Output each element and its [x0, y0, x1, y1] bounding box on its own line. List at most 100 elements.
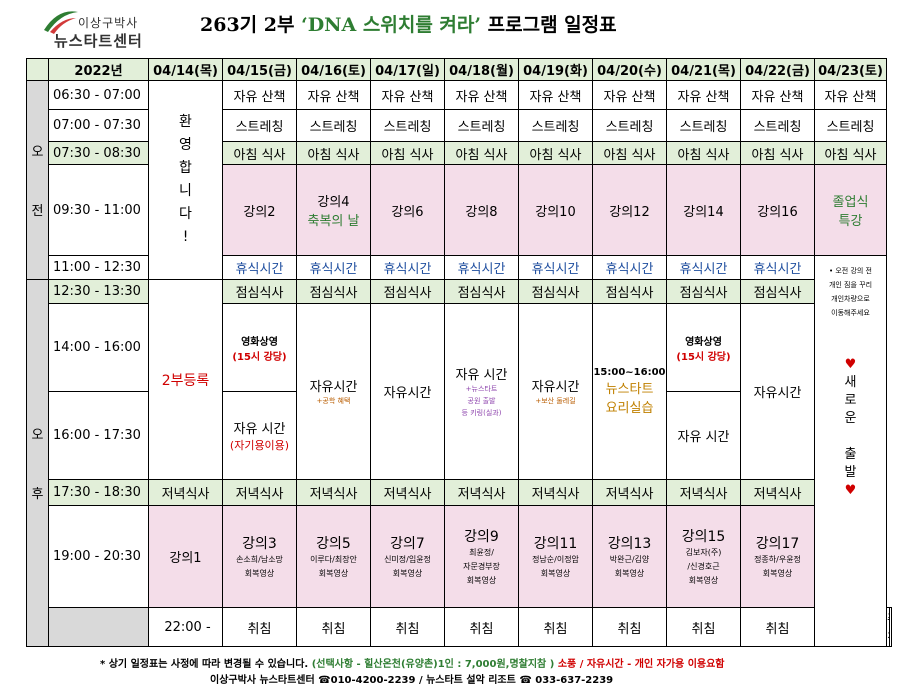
- free-time-note: 등 키링(실과): [461, 409, 502, 417]
- lecture-cell: 강의14: [666, 164, 741, 256]
- free-time-cell: 자유 시간 +뉴스타트 공원 출발 등 키링(실과): [444, 303, 519, 480]
- header-date: 04/17(일): [370, 58, 445, 81]
- lecture-title: 강의4: [317, 195, 350, 210]
- footer-note-red: 소풍 / 자유시간 - 개인 자가용 이용요함: [557, 659, 725, 670]
- rest-cell: 휴식시간: [740, 255, 815, 280]
- footer-contact: 이상구박사 뉴스타트센터 ☎010-4200-2239 / 뉴스타트 설악 리조…: [210, 675, 614, 686]
- free-time-note: (자기용이용): [229, 439, 290, 452]
- sleep-cell-empty: [888, 607, 892, 647]
- movie-title: 영화상영: [685, 336, 722, 348]
- period-am: 오 전: [26, 80, 49, 280]
- registration-cell: 2부등록: [148, 279, 223, 480]
- table-row: 07:30 - 08:30 아침 식사 아침 식사 아침 식사 아침 식사 아침…: [27, 141, 892, 165]
- evening-lecture-line: 회복영상: [762, 568, 793, 578]
- evening-lecture-line: 회복영상: [614, 568, 645, 578]
- side-message-char: 새: [844, 375, 857, 390]
- sleep-cell: 취침: [444, 607, 519, 647]
- evening-lecture-line: 자문경부장: [463, 561, 500, 571]
- lunch-cell: 점심식사: [444, 279, 519, 304]
- free-time-title: 자유시간: [309, 380, 358, 395]
- table-row: 19:00 - 20:30 강의1 강의3 손소희/남소망 회복영상 강의5 이…: [27, 505, 892, 608]
- evening-lecture: 강의9 최윤정/ 자문경부장 회복영상: [444, 505, 519, 608]
- lecture-cell: 강의8: [444, 164, 519, 256]
- dinner-cell: 저녁식사: [666, 479, 741, 506]
- evening-lecture: 강의7 신미정/임윤정 회복영상: [370, 505, 445, 608]
- time-cell: 19:00 - 20:30: [48, 505, 149, 608]
- time-cell: 07:00 - 07:30: [48, 109, 149, 142]
- side-message-char: 출: [844, 447, 857, 462]
- lunch-cell: 점심식사: [370, 279, 445, 304]
- sleep-cell: 취침: [370, 607, 445, 647]
- table-row: 17:30 - 18:30 저녁식사 저녁식사 저녁식사 저녁식사 저녁식사 저…: [27, 479, 892, 506]
- dinner-cell: 저녁식사: [444, 479, 519, 506]
- logo-swoosh-icon: [44, 11, 78, 34]
- header-date: 04/20(수): [592, 58, 667, 81]
- evening-lecture: 강의17 정종하/우윤정 회복영상: [740, 505, 815, 608]
- table-row: 07:00 - 07:30 스트레칭 스트레칭 스트레칭 스트레칭 스트레칭 스…: [27, 109, 892, 142]
- sleep-cell: 취침: [518, 607, 593, 647]
- welcome-cell: 환 영 합 니 다 !: [148, 80, 223, 280]
- free-time-cell: 자유 시간: [666, 391, 741, 480]
- dinner-cell: 저녁식사: [740, 479, 815, 506]
- sleep-cell: 취침: [740, 607, 815, 647]
- sleep-cell: 취침: [592, 607, 667, 647]
- walk-cell: 자유 산책: [444, 80, 519, 110]
- cooking-title: 요리실습: [605, 401, 654, 416]
- time-cell: 22:00 -: [148, 607, 223, 647]
- free-time-cell: 자유 시간 (자기용이용): [222, 391, 297, 480]
- walk-cell: 자유 산책: [296, 80, 371, 110]
- footer-note-black: * 상기 일정표는 사정에 따라 변경될 수 있습니다.: [100, 659, 309, 670]
- header-date: 04/15(금): [222, 58, 297, 81]
- breakfast-cell: 아침 식사: [518, 141, 593, 165]
- welcome-char: 영: [179, 137, 192, 153]
- movie-cell: 영화상영 (15시 강당): [666, 303, 741, 392]
- movie-title: 영화상영: [241, 336, 278, 348]
- lunch-cell: 점심식사: [740, 279, 815, 304]
- logo-line1: 이상구박사: [78, 16, 139, 30]
- walk-cell: 자유 산책: [592, 80, 667, 110]
- side-note-line: 이동해주세요: [831, 309, 870, 317]
- rest-cell: 휴식시간: [296, 255, 371, 280]
- table-row: 14:00 - 16:00 영화상영 (15시 강당) 자유시간 +공학 혜택 …: [27, 303, 892, 480]
- lecture-cell: 강의16: [740, 164, 815, 256]
- welcome-char: 다: [179, 206, 192, 222]
- header-date: 04/23(토): [814, 58, 887, 81]
- title-prefix: 263기 2부: [200, 14, 302, 36]
- heart-icon: ♥: [844, 357, 857, 372]
- walk-cell: 자유 산책: [518, 80, 593, 110]
- evening-lecture-title: 강의13: [607, 535, 652, 552]
- header-date: 04/22(금): [740, 58, 815, 81]
- cooking-time: 15:00~16:00: [593, 367, 666, 378]
- breakfast-cell: 아침 식사: [296, 141, 371, 165]
- evening-lecture-title: 강의9: [464, 528, 499, 545]
- evening-lecture-line: 박완근/김양: [609, 554, 650, 564]
- walk-cell: 자유 산책: [814, 80, 887, 110]
- lecture-cell: 강의2: [222, 164, 297, 256]
- rest-cell: 휴식시간: [370, 255, 445, 280]
- lecture-cell: 강의4 축복의 날: [296, 164, 371, 256]
- heart-icon: ♥: [844, 483, 857, 498]
- evening-lecture: 강의5 이루다/최장안 회복영상: [296, 505, 371, 608]
- evening-lecture: 강의3 손소희/남소망 회복영상: [222, 505, 297, 608]
- evening-lecture-line: 회복영상: [244, 568, 275, 578]
- evening-lecture-line: 손소희/남소망: [236, 554, 283, 564]
- time-cell: 07:30 - 08:30: [48, 141, 149, 165]
- page-title: 263기 2부 ‘DNA 스위치를 켜라’ 프로그램 일정표: [200, 10, 617, 37]
- table-row: 09:30 - 11:00 강의2 강의4 축복의 날 강의6 강의8 강의10…: [27, 164, 892, 256]
- movie-cell: 영화상영 (15시 강당): [222, 303, 297, 392]
- rest-cell: 휴식시간: [666, 255, 741, 280]
- cooking-title: 뉴스타트: [605, 382, 654, 397]
- lunch-cell: 점심식사: [518, 279, 593, 304]
- graduation-line: 특강: [838, 214, 863, 229]
- free-time-cell: 자유시간: [740, 303, 815, 480]
- header-year: 2022년: [48, 58, 149, 81]
- sleep-cell: 취침: [886, 607, 890, 647]
- evening-lecture-line: 회복영상: [466, 575, 497, 585]
- schedule-table: 2022년 04/14(목) 04/15(금) 04/16(토) 04/17(일…: [26, 58, 892, 647]
- side-message: ♥ 새 로 운 출 발 ♥: [816, 356, 886, 500]
- dinner-cell: 저녁식사: [592, 479, 667, 506]
- period-am-char2: 전: [31, 204, 44, 219]
- stretch-cell: 스트레칭: [518, 109, 593, 142]
- stretch-cell: 스트레칭: [444, 109, 519, 142]
- dinner-cell: 저녁식사: [222, 479, 297, 506]
